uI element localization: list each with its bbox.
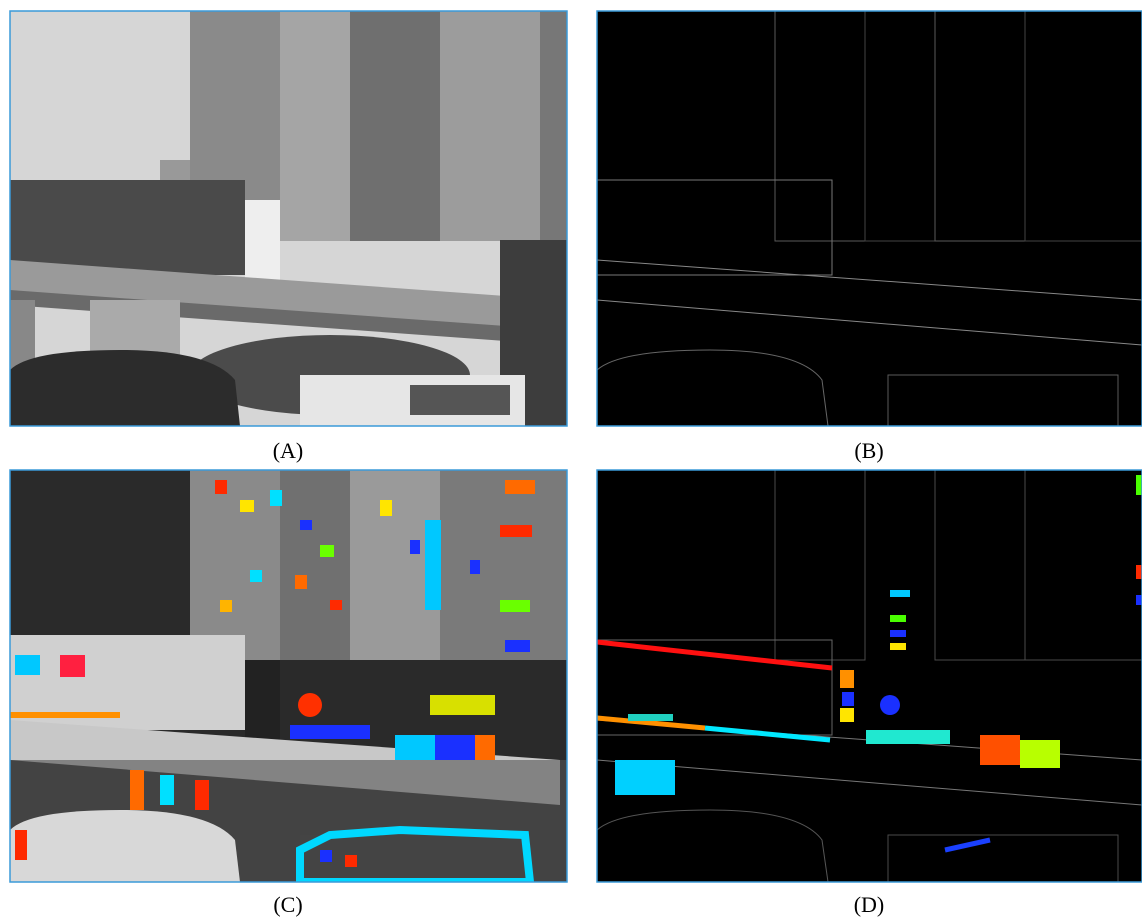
panel-caption: (C) — [273, 892, 302, 917]
panel-c-image — [10, 470, 567, 882]
panel-caption: (A) — [273, 438, 304, 463]
figure: (A) (B) (C) (D) — [0, 0, 1142, 923]
panel-d-image — [597, 470, 1142, 882]
panel-b-image — [597, 11, 1142, 426]
panel-a-image — [10, 11, 570, 426]
panel-caption: (B) — [854, 438, 883, 463]
panel-caption: (D) — [854, 892, 885, 917]
